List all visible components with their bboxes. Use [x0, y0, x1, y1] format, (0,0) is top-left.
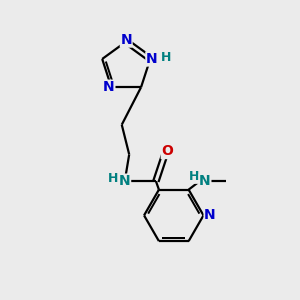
- Text: N: N: [199, 174, 211, 188]
- Text: N: N: [204, 208, 216, 222]
- Text: H: H: [160, 51, 171, 64]
- Text: H: H: [188, 170, 199, 183]
- Text: O: O: [161, 145, 173, 158]
- Text: H: H: [108, 172, 118, 185]
- Text: N: N: [119, 174, 130, 188]
- Text: N: N: [120, 33, 132, 47]
- Text: N: N: [103, 80, 115, 94]
- Text: N: N: [146, 52, 158, 66]
